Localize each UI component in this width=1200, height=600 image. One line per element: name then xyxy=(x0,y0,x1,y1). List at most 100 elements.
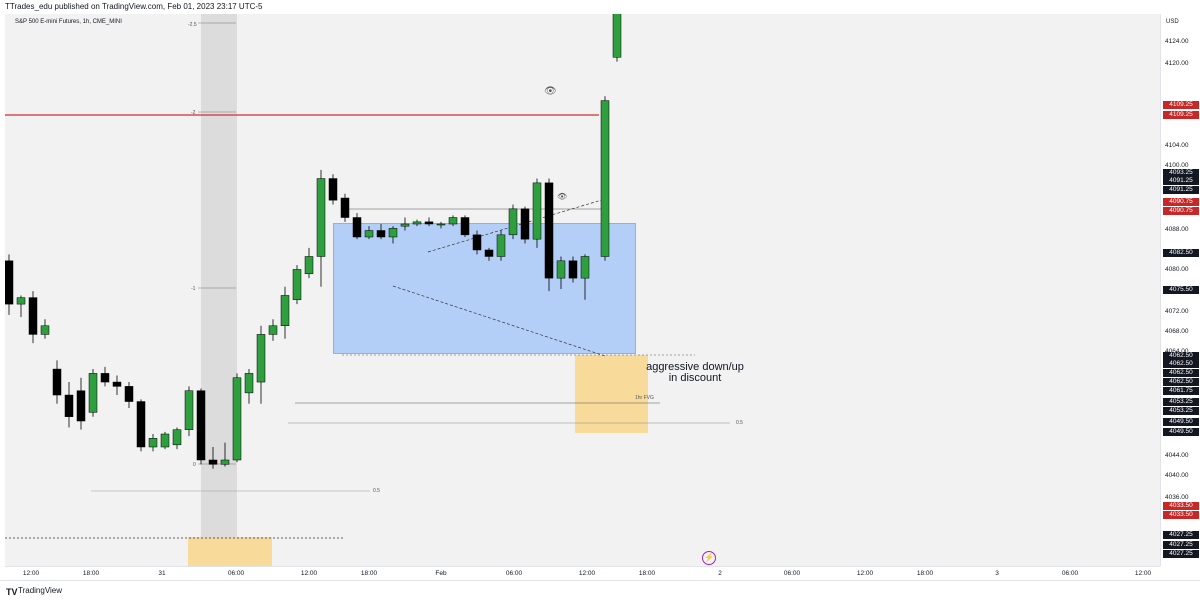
candle-body xyxy=(100,373,110,383)
candle-body xyxy=(568,260,578,279)
chart-plot-area[interactable]: S&P 500 E-mini Futures, 1h, CME_MINI agg… xyxy=(5,14,1160,566)
blue-consolidation-zone[interactable] xyxy=(333,223,636,354)
candle-body xyxy=(424,221,434,225)
time-tick-label: 06:00 xyxy=(227,570,245,577)
time-axis[interactable]: 12:00 18:00 31 06:00 12:00 18:00 Feb 06:00 12:00… xyxy=(5,566,1160,581)
candle-body xyxy=(304,256,314,275)
orange-discount-zone[interactable] xyxy=(575,355,648,433)
candle-body xyxy=(472,234,482,251)
candle-body xyxy=(196,390,206,461)
time-tick-label: 18:00 xyxy=(638,570,656,577)
time-tick-label: 18:00 xyxy=(916,570,934,577)
orange-zone-left xyxy=(188,537,272,566)
candle-body xyxy=(16,297,26,305)
candle-body xyxy=(160,433,170,448)
session-shade xyxy=(201,14,237,566)
lightning-icon[interactable]: ⚡ xyxy=(702,551,716,565)
price-tag: 4027.25 xyxy=(1163,550,1199,558)
candle-body xyxy=(460,217,470,236)
candle-body xyxy=(600,100,610,257)
candle-body xyxy=(316,178,326,257)
price-tag: 4062.50 xyxy=(1163,360,1199,368)
price-tick-label: 4100.00 xyxy=(1165,162,1189,169)
price-tick-label: 4088.00 xyxy=(1165,226,1189,233)
candle-body xyxy=(28,297,38,335)
time-tick-label: Feb xyxy=(435,570,447,577)
annotation-line-1: aggressive down/up xyxy=(646,361,744,373)
brand-label: TradingView xyxy=(18,586,63,595)
eye-icon[interactable]: 👁 xyxy=(544,86,557,97)
candle-body xyxy=(184,390,194,430)
publisher-line: TTrades_edu published on TradingView.com… xyxy=(5,2,263,11)
price-tick-label: 4040.00 xyxy=(1165,472,1189,479)
price-tag: 4062.50 xyxy=(1163,369,1199,377)
time-tick-label: 06:00 xyxy=(783,570,801,577)
annotation-label[interactable]: aggressive down/up in discount xyxy=(625,362,765,384)
price-tag: 4075.50 xyxy=(1163,286,1199,294)
candle-body xyxy=(220,459,230,465)
time-tick-label: 31 xyxy=(158,570,166,577)
candle-body xyxy=(76,390,86,422)
price-tag: 4109.25 xyxy=(1163,111,1199,119)
candle-body xyxy=(208,459,218,465)
time-tick-label: 06:00 xyxy=(505,570,523,577)
price-tick-label: 4068.00 xyxy=(1165,328,1189,335)
price-tick-label: 4036.00 xyxy=(1165,494,1189,501)
time-tick-label: 3 xyxy=(995,570,999,577)
candle-body xyxy=(112,381,122,387)
candle-body xyxy=(64,394,74,417)
price-tag: 4093.25 xyxy=(1163,169,1199,177)
price-tag: 4091.25 xyxy=(1163,186,1199,194)
candle-body xyxy=(484,249,494,257)
price-tick-label: 4120.00 xyxy=(1165,60,1189,67)
price-tick-label: 4124.00 xyxy=(1165,38,1189,45)
candle-body xyxy=(124,386,134,402)
time-tick-label: 18:00 xyxy=(82,570,100,577)
price-tag: 4109.25 xyxy=(1163,101,1199,109)
price-tag: 4062.50 xyxy=(1163,378,1199,386)
trend-line-lower xyxy=(392,285,606,357)
annotation-line-2: in discount xyxy=(668,372,722,384)
eye-icon[interactable]: 👁 xyxy=(557,192,568,201)
price-tag: 4091.25 xyxy=(1163,177,1199,185)
candle-body xyxy=(580,256,590,279)
price-tag: 4053.25 xyxy=(1163,398,1199,406)
candle-body xyxy=(352,217,362,238)
candle-body xyxy=(136,401,146,448)
price-scale[interactable]: USD 4124.00 4120.00 4104.00 4100.00 4088.00 4… xyxy=(1160,14,1200,566)
price-tick-label: 4044.00 xyxy=(1165,452,1189,459)
price-tick-label: 4104.00 xyxy=(1165,142,1189,149)
price-tag: 4049.50 xyxy=(1163,418,1199,426)
candle-body xyxy=(612,14,622,58)
symbol-label[interactable]: S&P 500 E-mini Futures, 1h, CME_MINI xyxy=(15,19,122,25)
candle-body xyxy=(412,221,422,225)
candle-body xyxy=(532,182,542,240)
fib-label: -1 xyxy=(191,286,196,292)
candle-body xyxy=(292,269,302,301)
candle-body xyxy=(436,223,446,226)
price-tag: 4053.25 xyxy=(1163,407,1199,415)
candle-body xyxy=(268,325,278,335)
price-tag: 4033.50 xyxy=(1163,502,1199,510)
candle-body xyxy=(172,429,182,446)
currency-label: USD xyxy=(1166,19,1179,25)
price-tag: 4090.75 xyxy=(1163,207,1199,215)
candlestick-svg xyxy=(5,14,730,539)
price-tag: 4027.25 xyxy=(1163,531,1199,539)
candle-body xyxy=(556,260,566,279)
candle-body xyxy=(508,208,518,236)
publisher-header: TTrades_edu published on TradingView.com… xyxy=(0,0,1200,14)
price-tick-label: 4072.00 xyxy=(1165,308,1189,315)
candle-body xyxy=(340,197,350,218)
time-tick-label: 12:00 xyxy=(22,570,40,577)
fvg-label: 1hr FVG xyxy=(635,395,654,401)
time-tick-label: 12:00 xyxy=(856,570,874,577)
time-tick-label: 12:00 xyxy=(1134,570,1152,577)
candle-body xyxy=(448,217,458,225)
price-tag: 4082.50 xyxy=(1163,249,1199,257)
candle-body xyxy=(5,260,14,305)
tradingview-logo-icon: TV xyxy=(6,587,18,597)
candle-body xyxy=(544,182,554,279)
fib-label: 0 xyxy=(193,462,196,468)
candle-body xyxy=(376,230,386,238)
